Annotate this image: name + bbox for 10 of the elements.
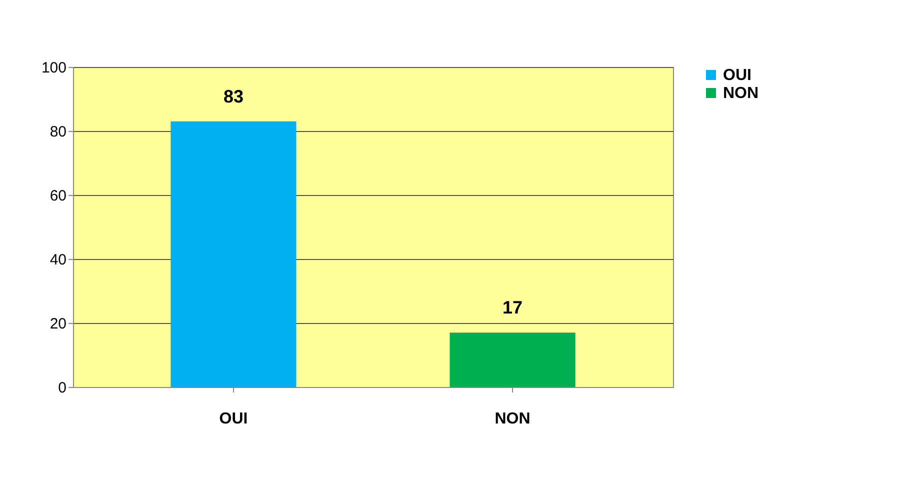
legend-label: NON — [723, 85, 759, 102]
data-label: 83 — [223, 86, 244, 106]
data-label: 17 — [502, 298, 523, 318]
legend-label: OUI — [723, 67, 752, 84]
y-tick-label: 80 — [50, 124, 66, 140]
y-tick-label: 40 — [50, 252, 66, 268]
y-tick-label: 60 — [50, 188, 66, 204]
y-tick-label: 100 — [41, 60, 66, 76]
y-tick-label: 0 — [58, 380, 66, 396]
y-tick-label: 20 — [50, 316, 66, 332]
